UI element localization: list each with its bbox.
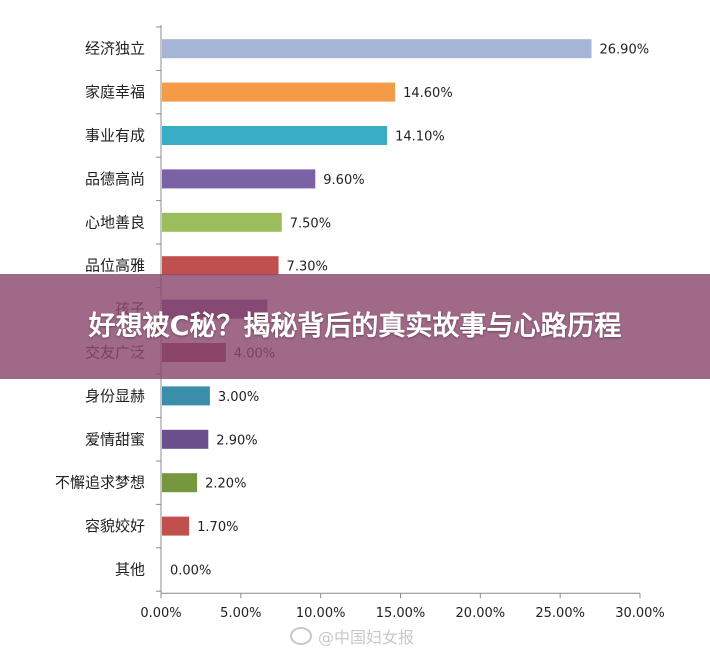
category-label: 经济独立 — [85, 40, 145, 58]
category-label: 家庭幸福 — [85, 83, 145, 101]
x-tick-label: 10.00% — [296, 606, 346, 621]
category-label: 品德高尚 — [85, 170, 145, 188]
bar — [162, 82, 396, 102]
weibo-icon — [290, 627, 312, 645]
bar — [162, 386, 210, 406]
value-labels: 26.90%14.60%14.10%9.60%7.50%7.30%4.00%3.… — [170, 43, 649, 579]
bar — [162, 256, 279, 276]
data-label: 7.50% — [290, 216, 331, 231]
x-tick-label: 0.00% — [140, 606, 181, 621]
data-label: 3.00% — [218, 390, 259, 405]
bar — [162, 169, 316, 189]
data-label: 2.90% — [216, 433, 257, 448]
category-label: 爱情甜蜜 — [85, 430, 145, 448]
bar — [162, 516, 190, 536]
x-axis: 0.00% 5.00% 10.00% 15.00% 20.00% 25.00% 30.00% — [140, 25, 665, 621]
x-tick-label: 5.00% — [220, 606, 261, 621]
category-label: 容貌姣好 — [85, 517, 145, 535]
bar — [162, 39, 592, 59]
x-tick-label: 20.00% — [456, 606, 506, 621]
data-label: 1.70% — [197, 520, 238, 535]
watermark: @中国妇女报 — [290, 624, 414, 648]
category-label: 其他 — [115, 561, 145, 579]
bar — [162, 473, 198, 493]
x-tick-label: 25.00% — [535, 606, 585, 621]
watermark-text: @中国妇女报 — [318, 628, 415, 647]
bars — [162, 39, 592, 536]
data-label: 26.90% — [600, 43, 650, 58]
data-label: 9.60% — [323, 173, 364, 188]
title-overlay-banner: 好想被C秘？揭秘背后的真实故事与心路历程 — [0, 274, 710, 379]
x-tick-label: 15.00% — [376, 606, 426, 621]
category-label: 心地善良 — [85, 213, 145, 231]
bar — [162, 212, 282, 232]
overlay-title: 好想被C秘？揭秘背后的真实故事与心路历程 — [88, 310, 622, 342]
data-label: 14.10% — [395, 130, 445, 145]
x-tick-label: 30.00% — [615, 606, 665, 621]
category-label: 不懈追求梦想 — [55, 474, 145, 492]
category-label: 事业有成 — [85, 127, 145, 145]
bar — [162, 429, 209, 449]
data-label: 7.30% — [287, 260, 328, 275]
data-label: 2.20% — [205, 477, 246, 492]
category-label: 品位高雅 — [85, 257, 145, 275]
bar — [162, 126, 388, 145]
category-label: 身份显赫 — [85, 387, 145, 405]
data-label: 14.60% — [403, 86, 453, 101]
data-label: 0.00% — [170, 564, 211, 579]
